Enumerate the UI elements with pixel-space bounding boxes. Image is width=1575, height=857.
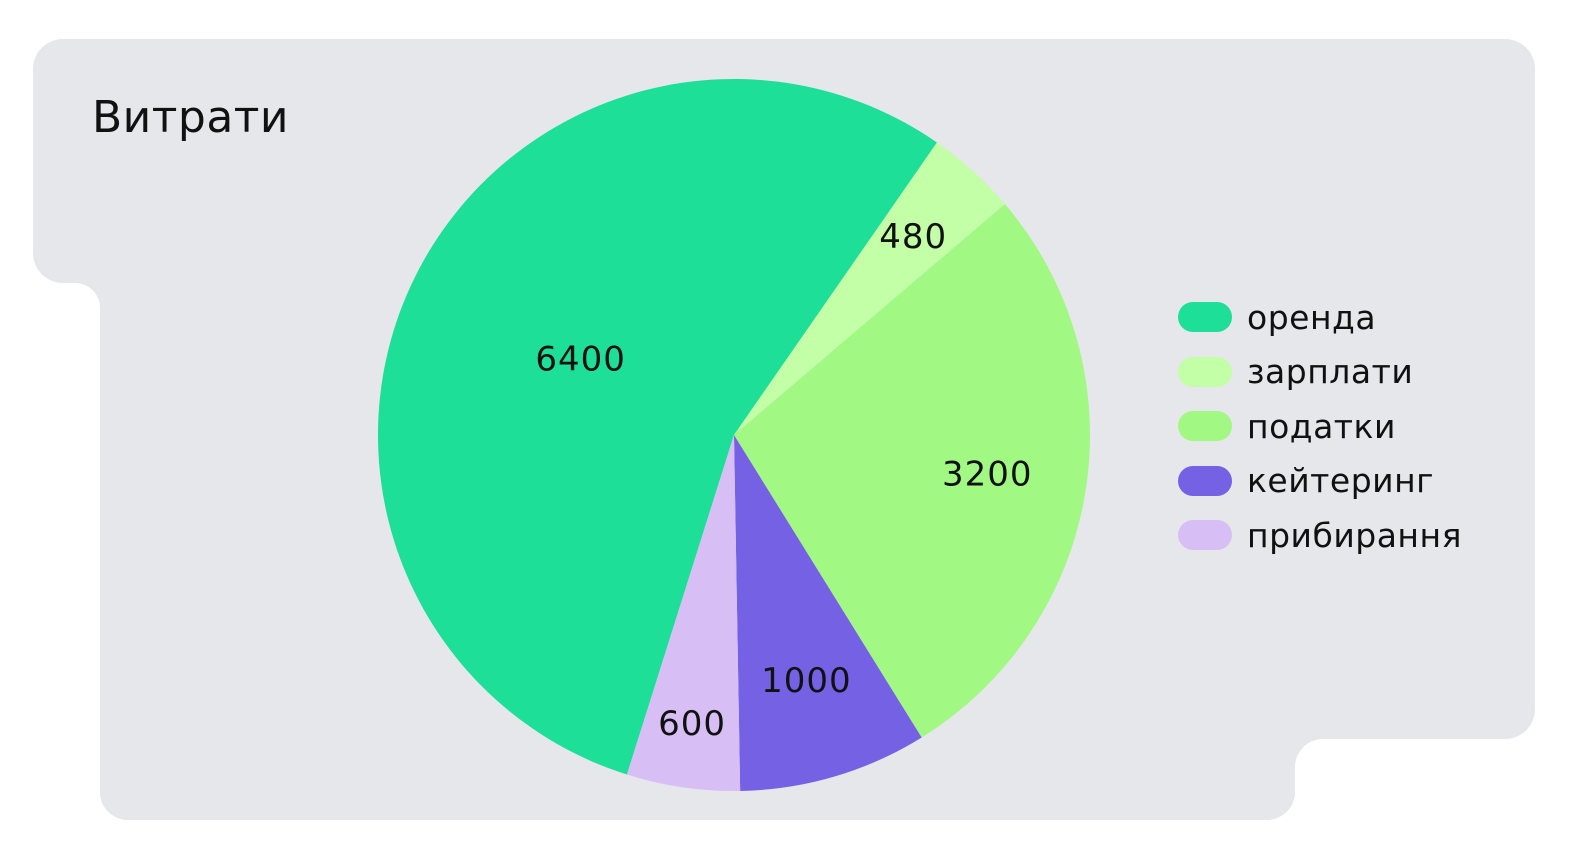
pie-slice-label-2: 480 [879,217,947,257]
legend-swatch [1178,465,1232,496]
pie-slice-3 [734,204,1091,738]
legend-swatch [1178,520,1232,551]
legend-item: оренда [1178,290,1462,345]
legend-item: прибирання [1178,508,1462,563]
pie-slice-label-1: 6400 [535,340,626,380]
pie-slice-4 [734,435,922,791]
chart-legend: оренда зарплати податки кейтеринг прибирання [1178,290,1462,563]
pie-slice-1 [377,78,937,775]
pie-slice-labels: 6400 480 3200 1000 600 [535,217,1033,744]
legend-label: кейтеринг [1247,461,1435,501]
chart-title: Витрати [92,92,290,143]
legend-item: податки [1178,399,1462,454]
legend-label: зарплати [1247,352,1414,392]
legend-swatch [1178,356,1232,387]
pie-slice-label-3: 3200 [942,455,1033,495]
legend-label: прибирання [1247,515,1462,555]
legend-item: зарплати [1178,345,1462,400]
pie-slice-label-5: 600 [658,704,726,744]
pie-slice-5 [626,435,741,792]
pie-slice-label-4: 1000 [761,661,852,701]
legend-label: податки [1247,406,1396,446]
legend-item: кейтеринг [1178,454,1462,509]
legend-swatch [1178,302,1232,333]
legend-label: оренда [1247,297,1377,337]
pie-slices [377,78,1091,792]
pie-slice-2 [734,142,1005,435]
legend-swatch [1178,411,1232,442]
